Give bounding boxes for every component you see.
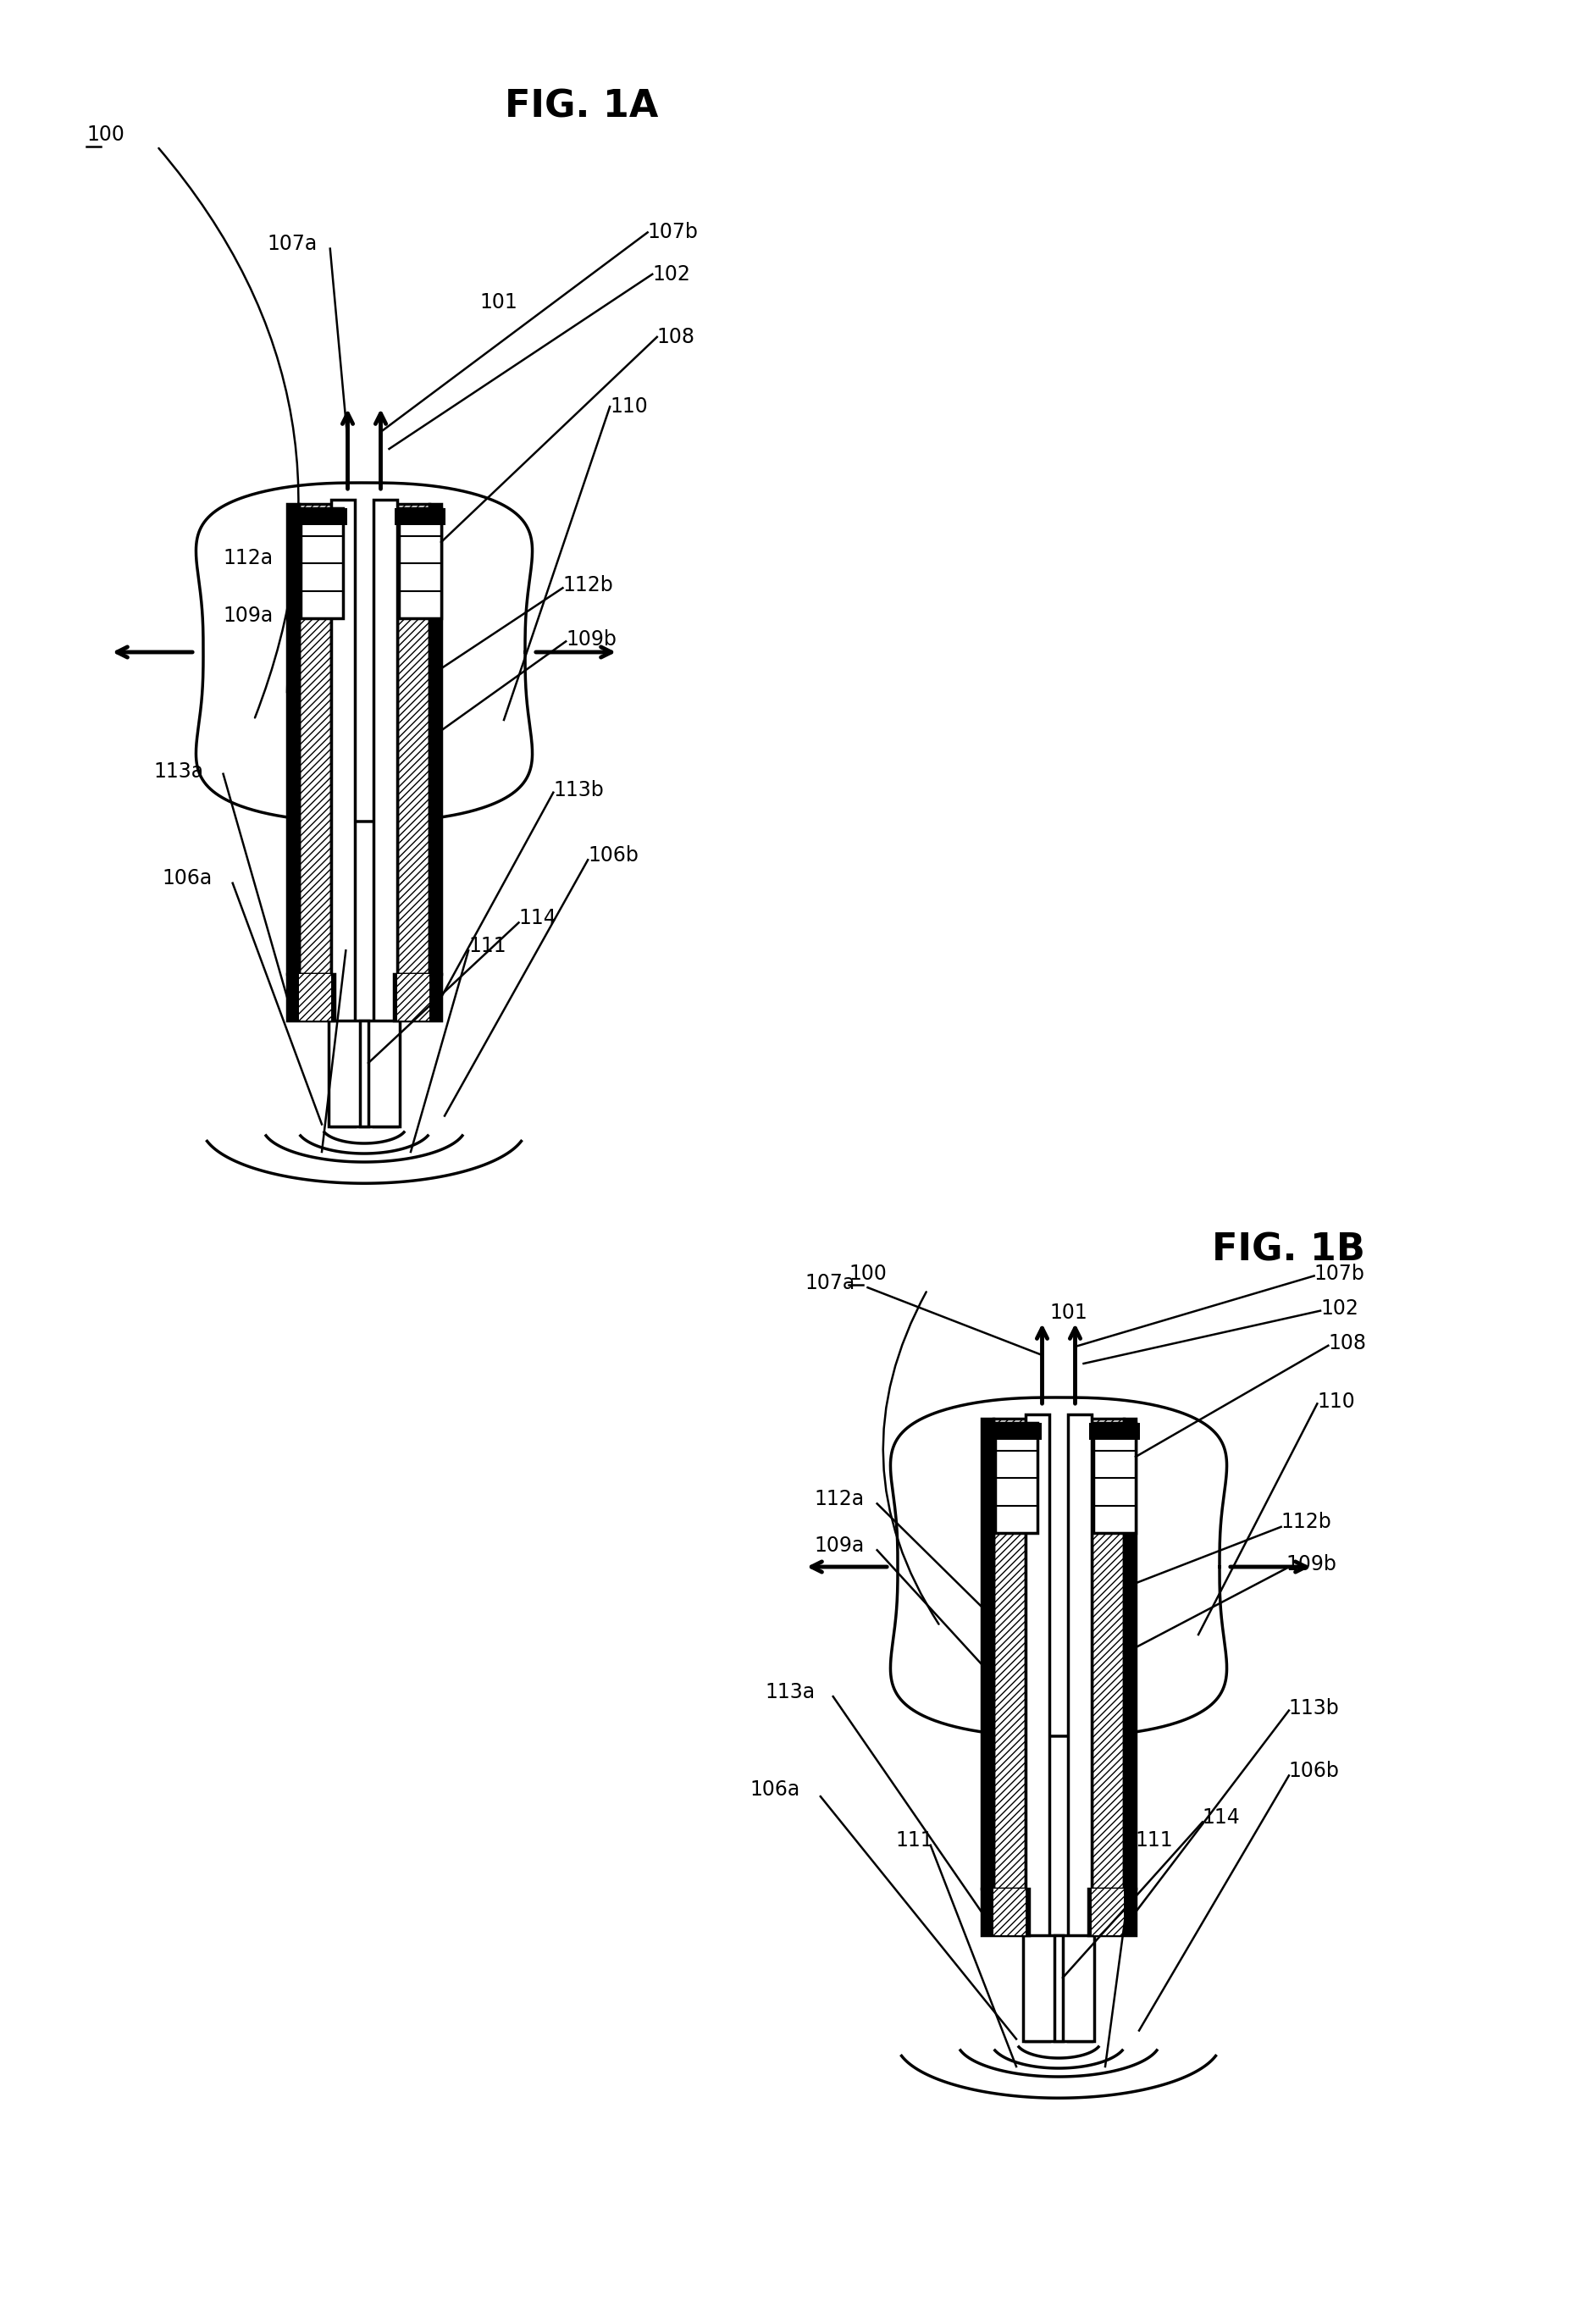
Bar <box>980 1889 1029 1936</box>
Bar <box>331 500 355 1127</box>
Text: 107b: 107b <box>1313 1264 1364 1283</box>
Text: 109a: 109a <box>223 607 273 625</box>
Bar <box>360 1020 368 1127</box>
Text: 110: 110 <box>1316 1392 1354 1411</box>
Text: 106b: 106b <box>588 846 638 865</box>
Text: 113b: 113b <box>1288 1699 1338 1717</box>
Text: 100: 100 <box>86 125 124 144</box>
Bar <box>397 504 429 974</box>
Text: 102: 102 <box>1320 1299 1357 1318</box>
Bar <box>1092 1889 1123 1936</box>
Text: 113b: 113b <box>553 781 603 799</box>
Text: 109b: 109b <box>566 630 616 648</box>
Polygon shape <box>891 1397 1225 1736</box>
Bar <box>399 509 441 618</box>
Text: 108: 108 <box>657 328 694 346</box>
Bar <box>394 509 445 525</box>
Text: 112a: 112a <box>223 548 273 567</box>
Text: 114: 114 <box>518 909 556 927</box>
Text: 110: 110 <box>610 397 647 416</box>
Text: 107a: 107a <box>267 235 317 253</box>
Text: 108: 108 <box>1327 1334 1365 1353</box>
Text: FIG. 1B: FIG. 1B <box>1211 1232 1365 1269</box>
Bar <box>1092 1418 1123 1889</box>
Text: 113a: 113a <box>765 1683 815 1701</box>
Text: 111: 111 <box>895 1831 933 1850</box>
Text: 101: 101 <box>479 293 517 311</box>
Text: 107b: 107b <box>647 223 698 242</box>
Text: 111: 111 <box>311 937 349 955</box>
Bar <box>1024 1415 1049 2040</box>
Bar <box>394 974 441 1020</box>
Text: 101: 101 <box>1049 1304 1087 1322</box>
Bar <box>297 509 347 525</box>
Bar <box>993 1889 1024 1936</box>
Text: 109b: 109b <box>1285 1555 1335 1573</box>
Text: 114: 114 <box>1202 1808 1240 1827</box>
Bar <box>1054 1936 1062 2040</box>
Bar <box>990 1422 1042 1441</box>
Text: 106a: 106a <box>162 869 212 888</box>
Bar <box>1093 1422 1136 1534</box>
Text: 112b: 112b <box>1280 1513 1331 1532</box>
Bar <box>298 974 331 1020</box>
Text: 102: 102 <box>652 265 690 284</box>
Text: FIG. 1A: FIG. 1A <box>504 88 658 125</box>
Bar <box>397 974 429 1020</box>
FancyArrowPatch shape <box>883 1292 938 1624</box>
Bar <box>993 1418 1024 1889</box>
Bar <box>300 509 342 618</box>
Text: 106a: 106a <box>749 1780 800 1799</box>
Text: 106b: 106b <box>1288 1762 1338 1780</box>
Bar <box>1089 1422 1139 1441</box>
Text: 100: 100 <box>848 1264 886 1283</box>
Text: 113a: 113a <box>154 762 204 781</box>
Bar <box>1067 1415 1092 2040</box>
Bar <box>1123 1418 1136 1889</box>
Bar <box>287 974 335 1020</box>
Bar <box>1023 1936 1093 2040</box>
Text: 109a: 109a <box>814 1536 864 1555</box>
Text: 112a: 112a <box>814 1490 864 1508</box>
Bar <box>429 504 441 974</box>
Bar <box>298 504 331 974</box>
Bar <box>1087 1889 1136 1936</box>
Bar <box>374 500 397 1127</box>
Text: 111: 111 <box>1134 1831 1172 1850</box>
Text: 111: 111 <box>468 937 506 955</box>
Bar <box>994 1422 1037 1534</box>
FancyArrowPatch shape <box>159 149 298 718</box>
Bar <box>328 1020 399 1127</box>
Text: 107a: 107a <box>804 1274 855 1292</box>
Bar <box>980 1418 993 1889</box>
Bar <box>287 504 298 974</box>
Polygon shape <box>196 483 533 820</box>
Text: 112b: 112b <box>562 576 613 595</box>
